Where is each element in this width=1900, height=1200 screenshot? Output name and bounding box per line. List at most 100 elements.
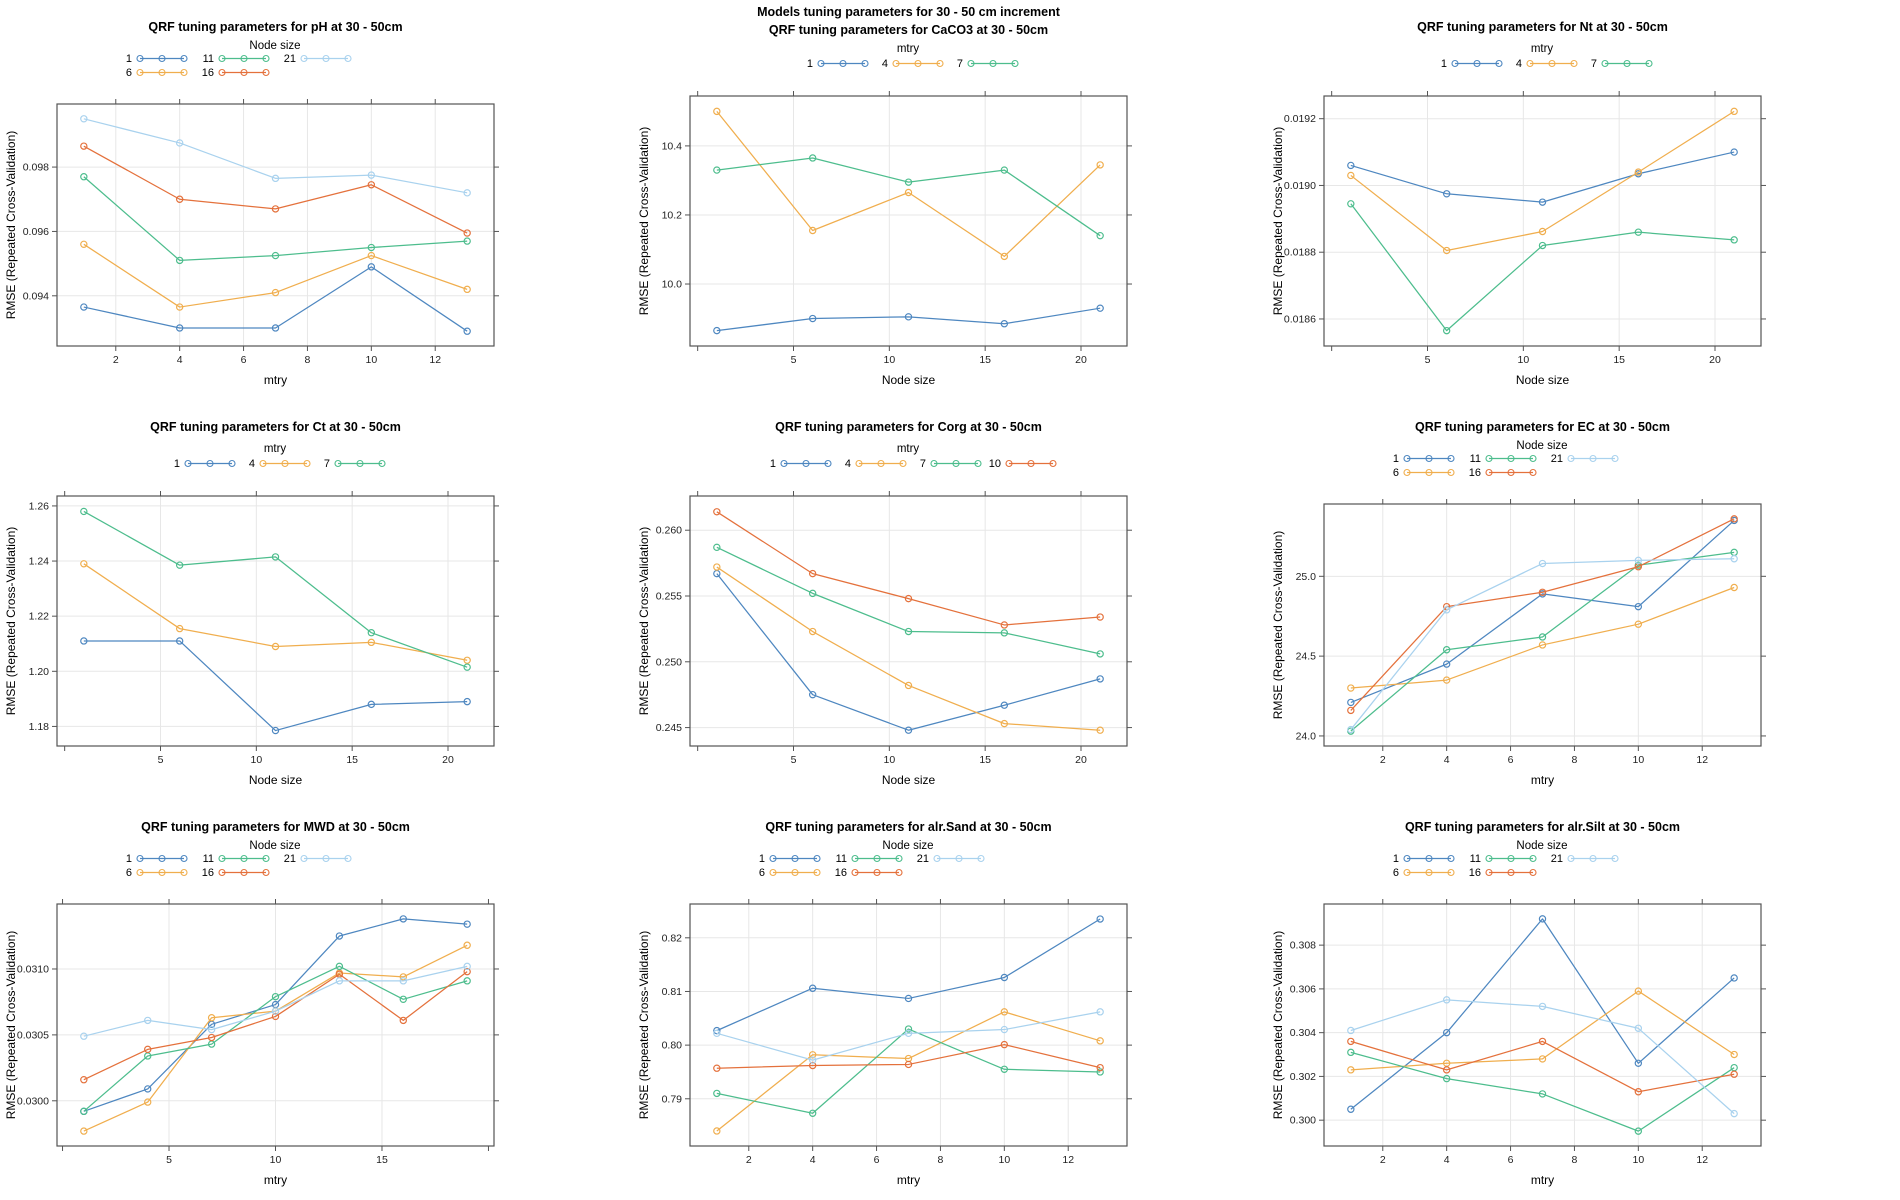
data-point-marker bbox=[80, 637, 88, 645]
series-line bbox=[1350, 551, 1734, 732]
data-point-marker bbox=[1096, 650, 1105, 658]
data-point-marker bbox=[271, 1012, 280, 1021]
plot-box bbox=[56, 103, 495, 347]
legend-entry-4: 4 bbox=[1516, 58, 1578, 70]
panel-title: QRF tuning parameters for Nt at 30 - 50c… bbox=[1417, 20, 1668, 34]
series-line bbox=[83, 971, 468, 1081]
plot-box bbox=[1323, 903, 1762, 1147]
y-tick-label: 0.0188 bbox=[1284, 247, 1316, 259]
y-tick-label: 1.18 bbox=[29, 721, 50, 733]
data-point-marker bbox=[1000, 1040, 1009, 1049]
y-axis-title: RMSE (Repeated Cross-Validation) bbox=[4, 131, 18, 320]
x-tick-label: 6 bbox=[1507, 1154, 1513, 1166]
y-tick-label: 0.306 bbox=[1289, 983, 1315, 995]
legend-title: Node size bbox=[1516, 440, 1567, 452]
panel-Nt: QRF tuning parameters for Nt at 30 - 50c… bbox=[1267, 0, 1900, 400]
legend: mtry 1 4 7 10 bbox=[770, 443, 1057, 470]
plot-box bbox=[56, 495, 495, 747]
legend-entry-label: 16 bbox=[1468, 867, 1480, 879]
legend-point-glyph bbox=[1570, 59, 1578, 68]
series-nodesize-6 bbox=[1346, 583, 1738, 692]
data-point-marker bbox=[1346, 706, 1355, 715]
legend-point-glyph bbox=[877, 459, 885, 468]
data-point-marker bbox=[463, 920, 471, 928]
legend-entry-label: 21 bbox=[1550, 453, 1562, 465]
legend-title: Node size bbox=[1516, 840, 1567, 852]
x-tick-label: 10 bbox=[1632, 1154, 1644, 1166]
legend-entry-label: 6 bbox=[759, 867, 765, 879]
panel-title: QRF tuning parameters for alr.Silt at 30… bbox=[1405, 820, 1680, 834]
data-point-marker bbox=[1634, 602, 1642, 611]
series-nodesize-4 bbox=[80, 560, 471, 664]
data-point-marker bbox=[335, 932, 344, 940]
legend-entry-4: 4 bbox=[249, 458, 311, 470]
legend-entry-label: 16 bbox=[202, 67, 214, 79]
data-point-marker bbox=[1634, 556, 1642, 565]
legend-entry-16: 16 bbox=[202, 67, 270, 79]
panel-pH: QRF tuning parameters for pH at 30 - 50c… bbox=[0, 0, 633, 400]
legend-entry-7: 7 bbox=[920, 458, 982, 470]
data-point-marker bbox=[905, 594, 913, 603]
legend-point-glyph bbox=[892, 59, 900, 68]
legend-point-glyph bbox=[322, 54, 330, 63]
x-tick-label: 10 bbox=[884, 754, 896, 766]
legend-title: mtry bbox=[1530, 43, 1553, 55]
chart-EC: QRF tuning parameters for EC at 30 - 50c… bbox=[1271, 420, 1766, 787]
data-point-marker bbox=[463, 941, 471, 949]
legend-entry-4: 4 bbox=[845, 458, 907, 470]
data-point-marker bbox=[1634, 168, 1642, 176]
gridlines bbox=[1323, 904, 1761, 1146]
legend-point-glyph bbox=[791, 854, 799, 863]
data-point-marker bbox=[905, 1029, 913, 1038]
series-line bbox=[83, 176, 468, 262]
data-point-marker bbox=[905, 681, 913, 690]
legend-entry-6: 6 bbox=[759, 867, 821, 879]
legend-point-glyph bbox=[1507, 854, 1515, 863]
legend-entry-21: 21 bbox=[1550, 853, 1619, 865]
legend-entry-label: 1 bbox=[759, 853, 765, 865]
data-point-marker bbox=[1538, 198, 1546, 206]
data-point-marker bbox=[175, 324, 184, 332]
data-point-marker bbox=[1000, 1025, 1009, 1034]
legend-entry-label: 1 bbox=[126, 53, 132, 65]
data-point-marker bbox=[1000, 320, 1009, 328]
legend-point-glyph bbox=[262, 868, 270, 877]
legend-point-glyph bbox=[1645, 59, 1653, 68]
data-point-marker bbox=[1538, 1037, 1546, 1046]
panel-title: QRF tuning parameters for Corg at 30 - 5… bbox=[775, 420, 1042, 434]
legend-entry-4: 4 bbox=[882, 58, 944, 70]
series-nodesize-4 bbox=[1346, 107, 1738, 255]
legend-entry-label: 10 bbox=[989, 458, 1001, 470]
data-point-marker bbox=[367, 700, 376, 709]
legend-entry-label: 4 bbox=[882, 58, 888, 70]
legend-entry-10: 10 bbox=[989, 458, 1057, 470]
y-axis: 0.245 0.250 0.255 0.260 RMSE (Repeated Cross… bbox=[637, 525, 1133, 734]
legend-point-glyph bbox=[1473, 59, 1481, 68]
data-point-marker bbox=[713, 1064, 721, 1072]
data-point-marker bbox=[1730, 555, 1738, 563]
legend-point-glyph bbox=[813, 868, 821, 877]
data-point-marker bbox=[713, 166, 721, 174]
data-point-marker bbox=[1096, 1037, 1105, 1045]
legend-entry-label: 16 bbox=[202, 867, 214, 879]
data-point-marker bbox=[1442, 326, 1451, 335]
series-line bbox=[716, 1011, 1101, 1061]
y-tick-label: 0.0192 bbox=[1284, 113, 1316, 125]
x-axis-title: mtry bbox=[897, 1173, 920, 1187]
legend-point-glyph bbox=[228, 459, 236, 468]
data-point-marker bbox=[80, 115, 88, 123]
data-point-marker bbox=[809, 627, 817, 636]
y-tick-label: 10.4 bbox=[662, 140, 683, 152]
figure-super-title: Models tuning parameters for 30 - 50 cm … bbox=[757, 5, 1061, 19]
legend-point-glyph bbox=[933, 854, 941, 863]
legend-point-glyph bbox=[1485, 454, 1493, 463]
data-point-marker bbox=[1346, 161, 1355, 170]
y-tick-label: 10.0 bbox=[662, 279, 683, 291]
data-point-marker bbox=[463, 285, 471, 294]
legend-point-glyph bbox=[1485, 468, 1493, 477]
legend-entry-16: 16 bbox=[202, 867, 270, 879]
x-tick-label: 12 bbox=[1063, 1154, 1075, 1166]
x-tick-label: 4 bbox=[1443, 754, 1449, 766]
legend-entry-6: 6 bbox=[1393, 867, 1455, 879]
